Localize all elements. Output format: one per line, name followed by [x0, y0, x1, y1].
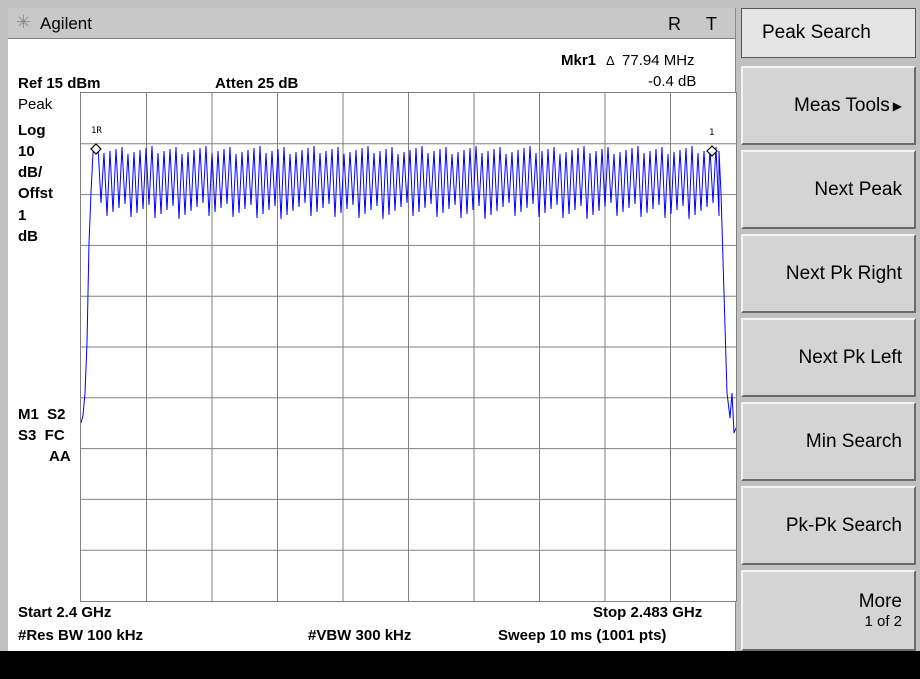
- softkey-label: Min Search: [805, 430, 902, 452]
- softkey-pk-pk-search[interactable]: Pk-Pk Search: [741, 486, 916, 565]
- reference-marker-diamond: [90, 143, 102, 155]
- marker-label: Mkr1: [561, 52, 597, 69]
- softkey-menu-title: Peak Search: [741, 8, 916, 58]
- softkey-next-peak[interactable]: Next Peak: [741, 150, 916, 229]
- status-flag-r: R: [668, 14, 681, 34]
- bottom-bezel: [0, 651, 920, 679]
- softkey-sublabel: 1 of 2: [864, 613, 902, 630]
- m1-s2-label: M1 S2: [18, 406, 66, 423]
- reference-marker-label: 1R: [91, 126, 102, 136]
- title-bar: ✳ Agilent R T: [8, 8, 735, 39]
- delta-marker-label: 1: [709, 128, 714, 138]
- trace-display: ✳ Agilent R T Mkr1 Δ 77.94 MHz -0.4 dB R…: [8, 8, 737, 651]
- softkey-label: Next Pk Left: [798, 346, 903, 368]
- softkey-panel: Peak Search Meas Tools ▶ Next Peak Next …: [737, 0, 920, 651]
- sweep-time: Sweep 10 ms (1001 pts): [498, 627, 667, 644]
- aa-label: AA: [49, 448, 71, 465]
- offset-unit: dB: [18, 228, 38, 245]
- softkey-next-pk-right[interactable]: Next Pk Right: [741, 234, 916, 313]
- delta-symbol: Δ: [606, 53, 615, 68]
- brand-name: Agilent: [40, 14, 92, 33]
- scale-value: 10: [18, 143, 35, 160]
- start-frequency: Start 2.4 GHz: [18, 604, 112, 621]
- scale-type: Log: [18, 122, 46, 139]
- softkey-more[interactable]: More 1 of 2: [741, 570, 916, 651]
- ref-level: Ref 15 dBm: [18, 75, 101, 92]
- softkey-min-search[interactable]: Min Search: [741, 402, 916, 481]
- softkey-label: Next Pk Right: [785, 262, 902, 284]
- softkey-label: Next Peak: [814, 178, 902, 200]
- submenu-arrow-icon: ▶: [892, 98, 902, 113]
- attenuation: Atten 25 dB: [215, 75, 299, 92]
- marker-symbols: 1R 1: [90, 126, 718, 157]
- delta-marker-diamond: [706, 145, 718, 157]
- agilent-spark-icon: ✳: [16, 12, 32, 32]
- softkey-meas-tools[interactable]: Meas Tools ▶: [741, 66, 916, 145]
- detector-label: Peak: [18, 96, 53, 113]
- offset-value: 1: [18, 207, 27, 224]
- softkey-label: Meas Tools: [794, 94, 890, 116]
- offset-label: Offst: [18, 185, 53, 202]
- graticule[interactable]: 1R 1: [80, 92, 737, 602]
- spectrum-trace: [81, 144, 736, 434]
- softkey-next-pk-left[interactable]: Next Pk Left: [741, 318, 916, 397]
- status-flag-t: T: [706, 14, 717, 34]
- analyzer-screen: ✳ Agilent R T Mkr1 Δ 77.94 MHz -0.4 dB R…: [0, 0, 920, 651]
- trace-svg: 1R 1: [81, 93, 736, 601]
- marker-amplitude: -0.4 dB: [648, 73, 697, 90]
- resolution-bandwidth: #Res BW 100 kHz: [18, 627, 144, 644]
- video-bandwidth: #VBW 300 kHz: [308, 627, 412, 644]
- s3-fc-label: S3 FC: [18, 427, 65, 444]
- stop-frequency: Stop 2.483 GHz: [593, 604, 703, 621]
- softkey-label: More: [858, 591, 902, 612]
- marker-frequency: 77.94 MHz: [622, 52, 695, 69]
- softkey-label: Pk-Pk Search: [785, 514, 902, 536]
- scale-unit: dB/: [18, 164, 43, 181]
